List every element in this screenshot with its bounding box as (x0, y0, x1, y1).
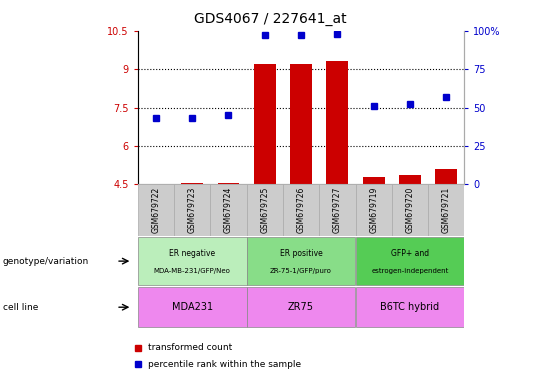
Bar (428, 184, 464, 236)
Text: GSM679722: GSM679722 (151, 187, 160, 233)
Text: cell line: cell line (3, 303, 38, 312)
Text: ZR75: ZR75 (288, 302, 314, 312)
Text: B6TC hybrid: B6TC hybrid (380, 302, 440, 312)
Bar (435, 169, 457, 184)
Bar (355, 237, 464, 285)
Bar (327, 61, 348, 184)
Text: ER negative: ER negative (169, 249, 215, 258)
Bar (138, 237, 247, 285)
Bar (174, 184, 210, 236)
Text: GSM679723: GSM679723 (188, 187, 197, 233)
Bar (218, 182, 239, 184)
Bar (355, 184, 392, 236)
Bar (319, 184, 355, 236)
Bar (210, 184, 247, 236)
Bar (283, 184, 319, 236)
Bar (290, 64, 312, 184)
Text: GSM679727: GSM679727 (333, 187, 342, 233)
Bar (247, 287, 355, 328)
Text: GDS4067 / 227641_at: GDS4067 / 227641_at (194, 12, 346, 25)
Bar (363, 177, 384, 184)
Bar (247, 237, 355, 285)
Text: percentile rank within the sample: percentile rank within the sample (148, 359, 302, 369)
Text: MDA231: MDA231 (172, 302, 213, 312)
Bar (254, 64, 275, 184)
Bar (247, 184, 283, 236)
Text: genotype/variation: genotype/variation (3, 257, 89, 266)
Bar (181, 183, 203, 184)
Bar (138, 184, 174, 236)
Text: GSM679719: GSM679719 (369, 187, 378, 233)
Bar (392, 184, 428, 236)
Text: GSM679726: GSM679726 (296, 187, 306, 233)
Text: GSM679724: GSM679724 (224, 187, 233, 233)
Bar (138, 287, 247, 328)
Text: ER positive: ER positive (280, 249, 322, 258)
Text: estrogen-independent: estrogen-independent (372, 268, 449, 274)
Text: transformed count: transformed count (148, 343, 233, 352)
Bar (399, 175, 421, 184)
Text: MDA-MB-231/GFP/Neo: MDA-MB-231/GFP/Neo (154, 268, 231, 274)
Text: GFP+ and: GFP+ and (391, 249, 429, 258)
Text: GSM679721: GSM679721 (442, 187, 451, 233)
Text: GSM679725: GSM679725 (260, 187, 269, 233)
Text: GSM679720: GSM679720 (406, 187, 414, 233)
Bar (355, 287, 464, 328)
Text: ZR-75-1/GFP/puro: ZR-75-1/GFP/puro (270, 268, 332, 274)
